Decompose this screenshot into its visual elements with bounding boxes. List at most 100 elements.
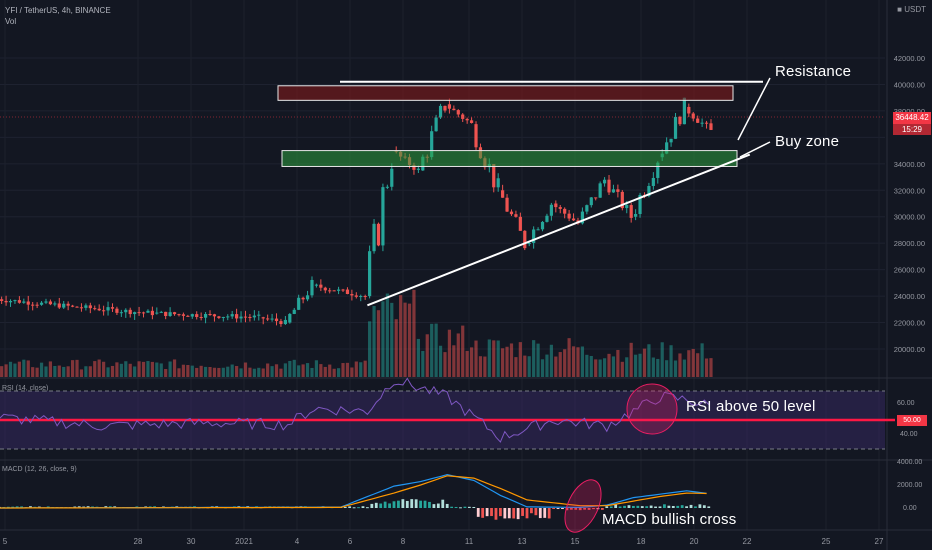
macd-histogram-bar — [459, 507, 462, 509]
volume-bar — [616, 349, 620, 377]
volume-bar — [17, 361, 21, 377]
volume-bar — [141, 361, 146, 377]
volume-bar — [483, 356, 487, 377]
volume-bar — [181, 364, 186, 377]
volume-bar — [39, 362, 44, 377]
volume-bar — [527, 356, 531, 377]
candle-body — [469, 120, 474, 123]
candle-body — [696, 118, 700, 123]
candle-body — [629, 205, 633, 218]
macd-histogram-bar — [632, 505, 635, 508]
macd-histogram-bar — [503, 508, 507, 519]
price-tick-label: 26000.00 — [894, 266, 925, 275]
macd-histogram-bar — [676, 505, 680, 508]
time-tick-label: 18 — [637, 537, 646, 546]
candle-body — [554, 203, 558, 208]
volume-bar — [283, 363, 287, 377]
candle-body — [248, 316, 252, 318]
macd-histogram-bar — [445, 503, 449, 508]
volume-bar — [518, 342, 522, 377]
candle-body — [673, 116, 678, 139]
volume-bar — [35, 367, 39, 377]
candle-body — [230, 314, 234, 317]
volume-bar — [13, 363, 17, 377]
macd-histogram-bar — [428, 501, 431, 508]
candle-body — [26, 301, 30, 305]
candle-body — [527, 243, 531, 245]
volume-bar — [8, 361, 13, 377]
candle-body — [341, 289, 345, 291]
candle-body — [133, 312, 137, 315]
candle-body — [17, 300, 21, 303]
candle-body — [186, 315, 190, 317]
volume-bar — [66, 366, 70, 377]
macd-annotation: MACD bullish cross — [602, 511, 737, 528]
time-tick-label: 2021 — [235, 537, 253, 546]
volume-bar — [305, 363, 310, 377]
volume-bar — [226, 366, 230, 377]
macd-histogram-bar — [707, 506, 711, 508]
volume-bar — [217, 367, 221, 377]
candle-body — [359, 296, 363, 298]
candle-body — [323, 287, 327, 291]
candle-body — [13, 300, 17, 302]
price-tick-label: 24000.00 — [894, 292, 925, 301]
volume-bar — [554, 356, 558, 377]
macd-histogram-bar — [507, 508, 511, 519]
candle-body — [88, 305, 92, 309]
rsi-line — [0, 377, 710, 443]
macd-histogram-bar — [405, 500, 409, 508]
volume-bar — [106, 367, 110, 377]
volume-bar — [279, 368, 283, 377]
price-tick-label: 42000.00 — [894, 54, 925, 63]
candle-body — [297, 297, 301, 310]
candle-body — [235, 314, 239, 319]
last-price-tag: 36448.42 — [893, 112, 931, 124]
volume-bar — [682, 359, 686, 377]
price-tick-label: 38000.00 — [894, 107, 925, 116]
macd-histogram-bar — [516, 508, 520, 520]
candle-body — [518, 216, 522, 231]
time-tick-label: 4 — [295, 537, 300, 546]
macd-histogram-bar — [636, 505, 640, 508]
macd-histogram-bar — [543, 508, 547, 518]
volume-bar — [611, 356, 616, 377]
candle-body — [620, 191, 624, 209]
macd-histogram-bar — [366, 507, 369, 509]
macd-histogram-bar — [667, 505, 671, 508]
candle-body — [523, 230, 527, 249]
volume-bar — [208, 366, 212, 377]
price-tick-label: 32000.00 — [894, 186, 925, 195]
candle-body — [536, 229, 540, 231]
rsi-annotation: RSI above 50 level — [686, 398, 816, 415]
volume-bar — [314, 360, 319, 377]
macd-histogram-bar — [587, 508, 591, 510]
candle-body — [558, 207, 562, 209]
price-tick-label: 40000.00 — [894, 80, 925, 89]
volume-bar — [195, 367, 199, 377]
volume-bar — [709, 358, 713, 377]
candle-body — [625, 205, 629, 209]
macd-histogram-bar — [689, 504, 693, 508]
volume-bar — [634, 354, 638, 377]
currency-label[interactable]: ■ USDT — [897, 5, 926, 14]
volume-bar — [478, 356, 483, 377]
time-tick-label: 25 — [822, 537, 831, 546]
macd-histogram-bar — [494, 508, 498, 520]
signal-line — [0, 475, 707, 509]
volume-label: Vol — [5, 17, 17, 26]
volume-bar — [345, 362, 350, 377]
candle-body — [261, 317, 265, 319]
candle-body — [48, 301, 53, 305]
macd-histogram-bar — [419, 500, 422, 508]
volume-bar — [62, 366, 66, 377]
volume-bar — [514, 357, 518, 377]
macd-histogram-bar — [15, 506, 19, 508]
rsi-label: RSI (14, close) — [2, 385, 49, 392]
candle-body — [70, 305, 75, 307]
volume-bar — [430, 323, 434, 377]
volume-bar — [385, 293, 389, 377]
candle-body — [84, 305, 88, 308]
volume-bar — [673, 360, 678, 377]
